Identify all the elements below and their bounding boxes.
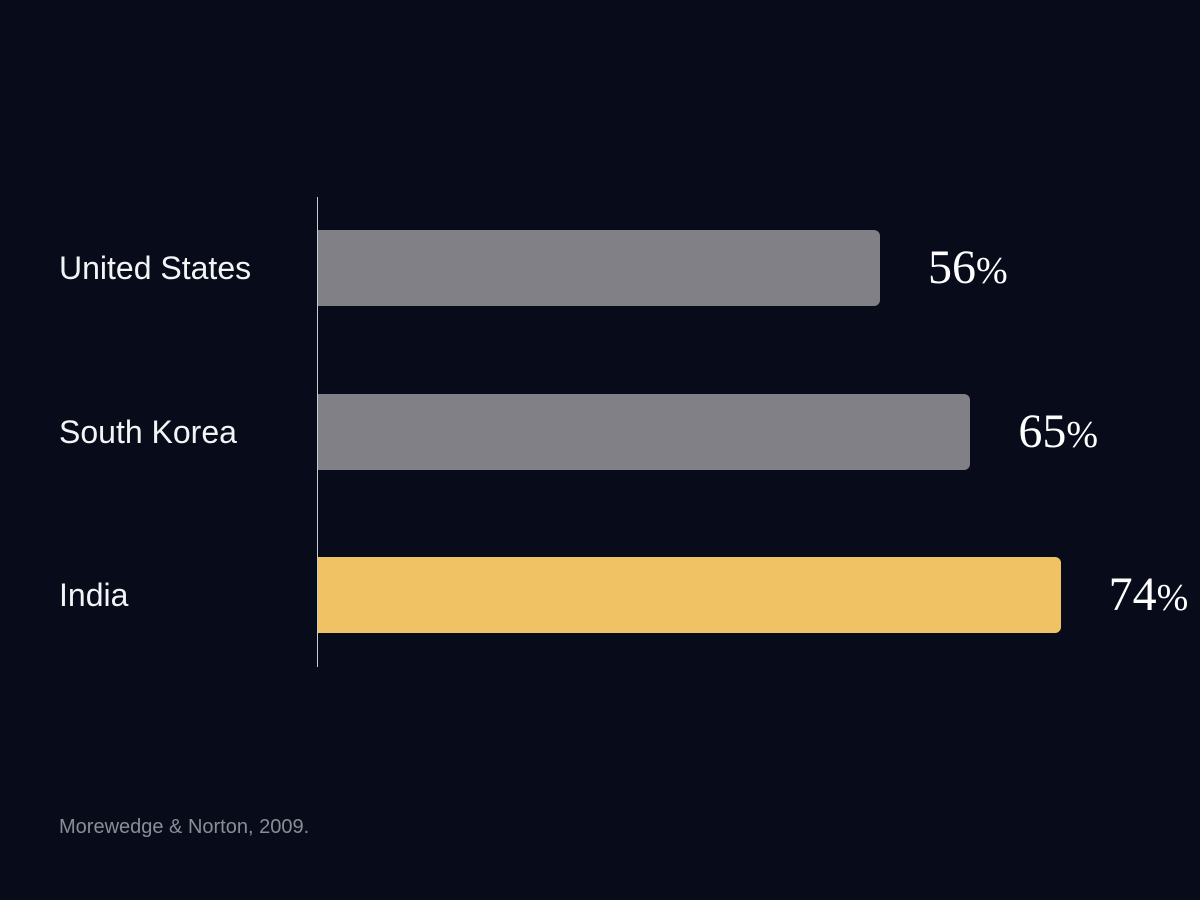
category-label: United States (59, 250, 252, 286)
data-label: 65% (1018, 404, 1098, 463)
bar (318, 230, 880, 306)
data-label-value: 65 (1018, 405, 1067, 458)
data-label-suffix: % (976, 250, 1008, 292)
data-label-value: 56 (928, 241, 976, 294)
data-label: 74% (1109, 567, 1189, 626)
bar (318, 557, 1061, 633)
category-label: South Korea (59, 414, 237, 450)
y-axis-line (317, 197, 318, 667)
data-label-suffix: % (1156, 577, 1189, 619)
bar (318, 394, 971, 470)
source-citation: Morewedge & Norton, 2009. (59, 816, 310, 838)
category-label: India (59, 577, 129, 613)
data-label-suffix: % (1066, 414, 1098, 456)
data-label-value: 74 (1108, 568, 1157, 621)
data-label: 56% (928, 240, 1008, 299)
